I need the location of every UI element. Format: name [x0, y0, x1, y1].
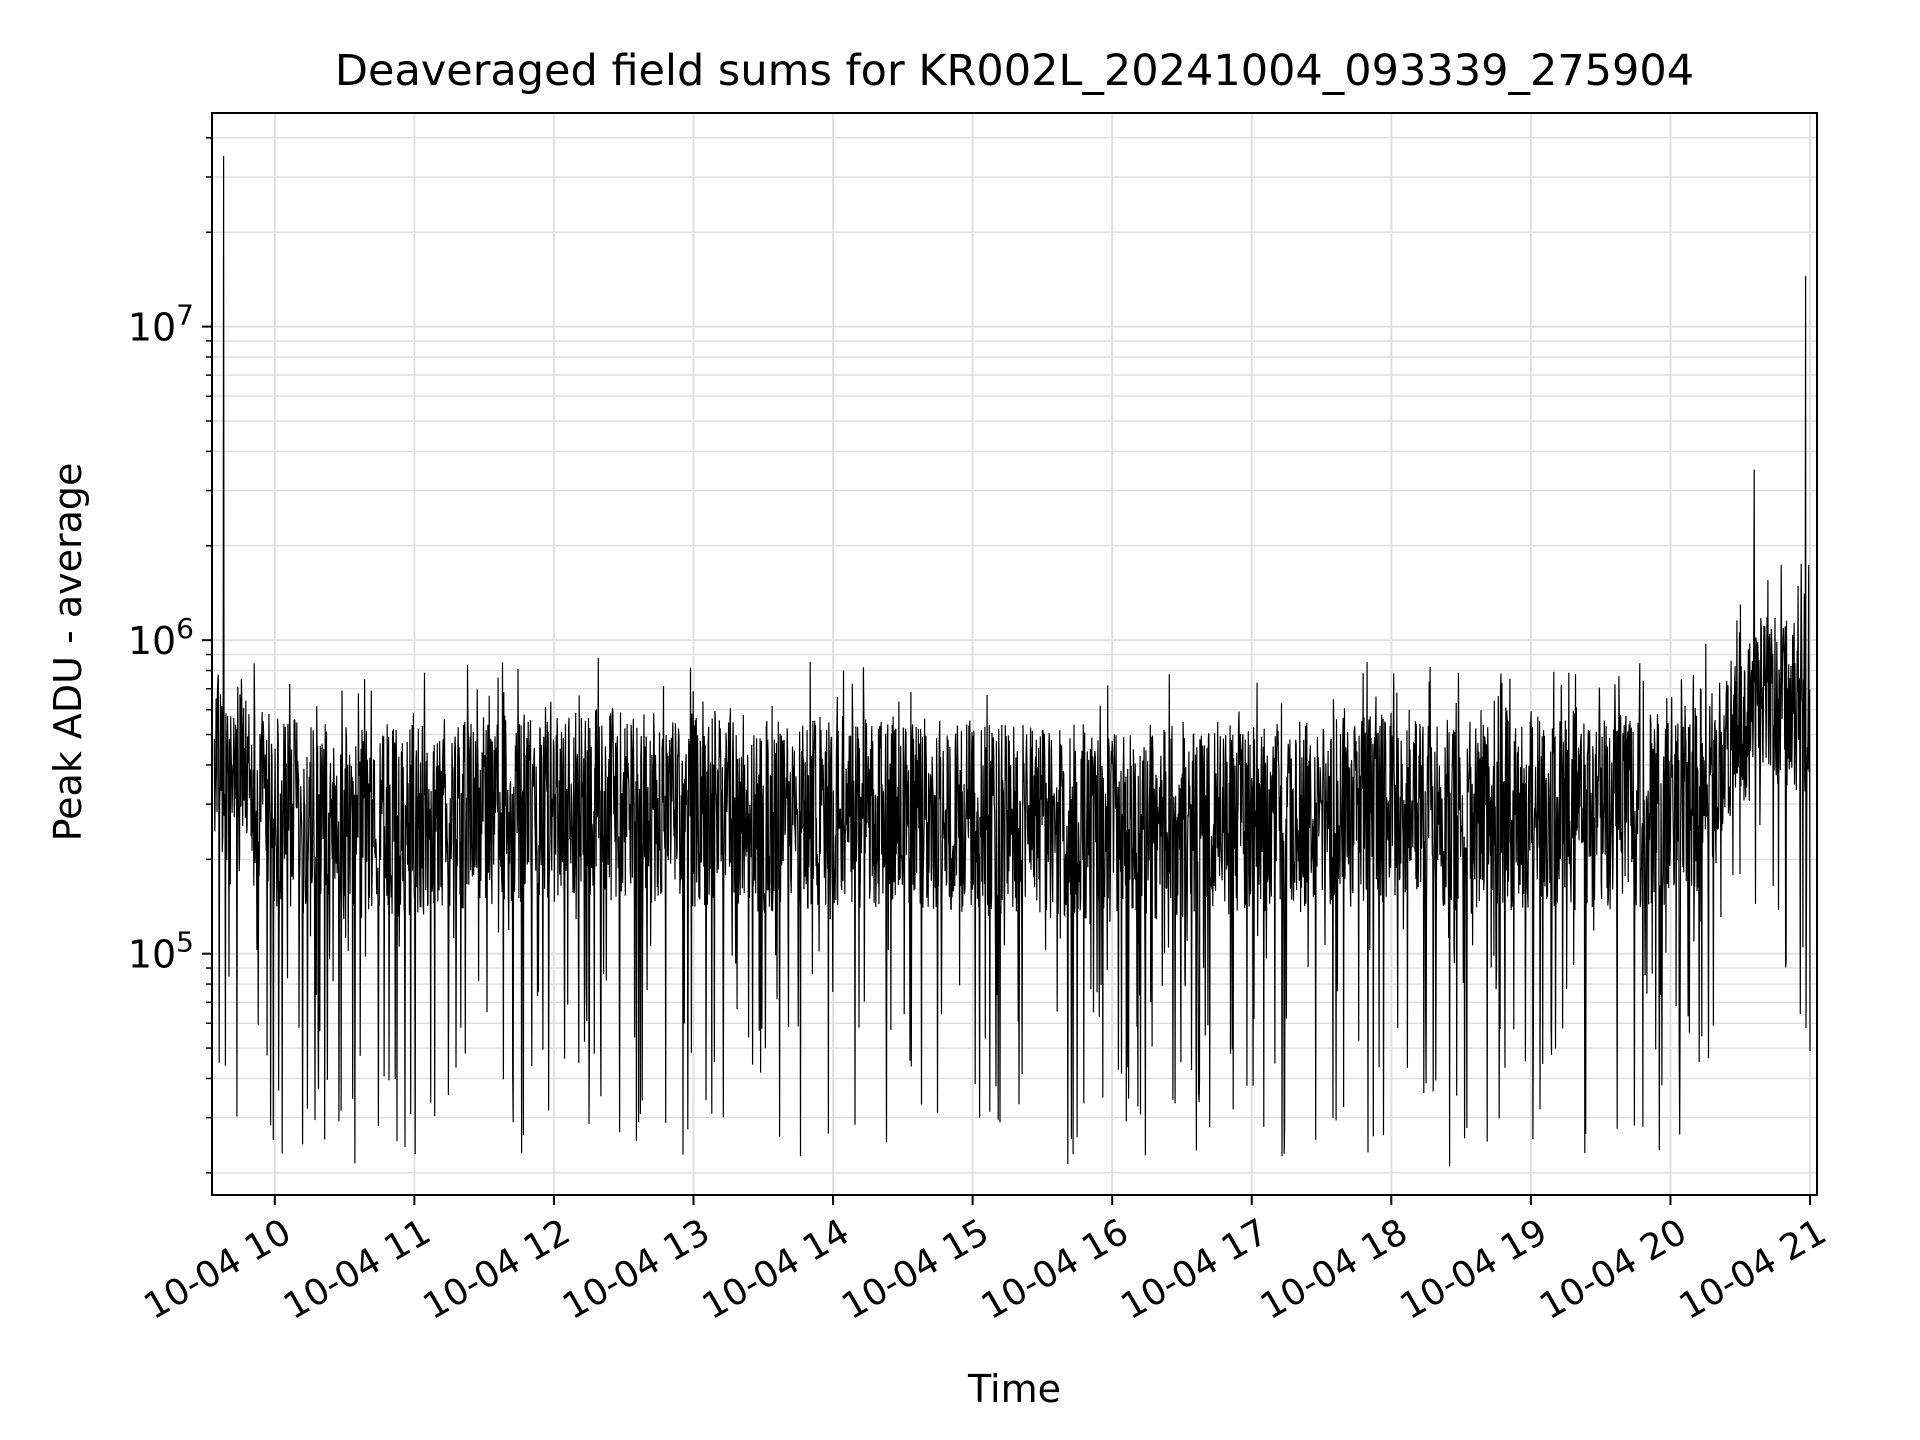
x-tick-label: 10-04 19: [1394, 1211, 1555, 1327]
x-tick-label: 10-04 11: [277, 1211, 438, 1327]
x-tick-label: 10-04 20: [1533, 1211, 1694, 1327]
x-tick-label: 10-04 10: [137, 1211, 298, 1327]
x-tick-label: 10-04 14: [696, 1211, 857, 1327]
series-line: [213, 155, 1811, 1167]
chart-title: Deaveraged field sums for KR002L_2024100…: [334, 46, 1695, 96]
x-tick-label: 10-04 17: [1114, 1211, 1275, 1327]
x-tick-label: 10-04 18: [1254, 1211, 1415, 1327]
x-tick-label: 10-04 12: [417, 1211, 578, 1327]
x-tick-label: 10-04 21: [1673, 1211, 1834, 1327]
x-tick-label: 10-04 15: [835, 1211, 996, 1327]
x-tick-label: 10-04 16: [975, 1211, 1136, 1327]
y-axis-label-text: Peak ADU - average: [46, 462, 90, 842]
y-tick-label: 105: [128, 926, 194, 977]
x-axis-label: Time: [968, 1367, 1061, 1411]
data-series: [213, 155, 1811, 1167]
grid-lines: [212, 113, 1817, 1195]
y-tick-label: 107: [128, 299, 194, 350]
x-tick-label: 10-04 13: [556, 1211, 717, 1327]
y-tick-label: 106: [128, 612, 194, 663]
